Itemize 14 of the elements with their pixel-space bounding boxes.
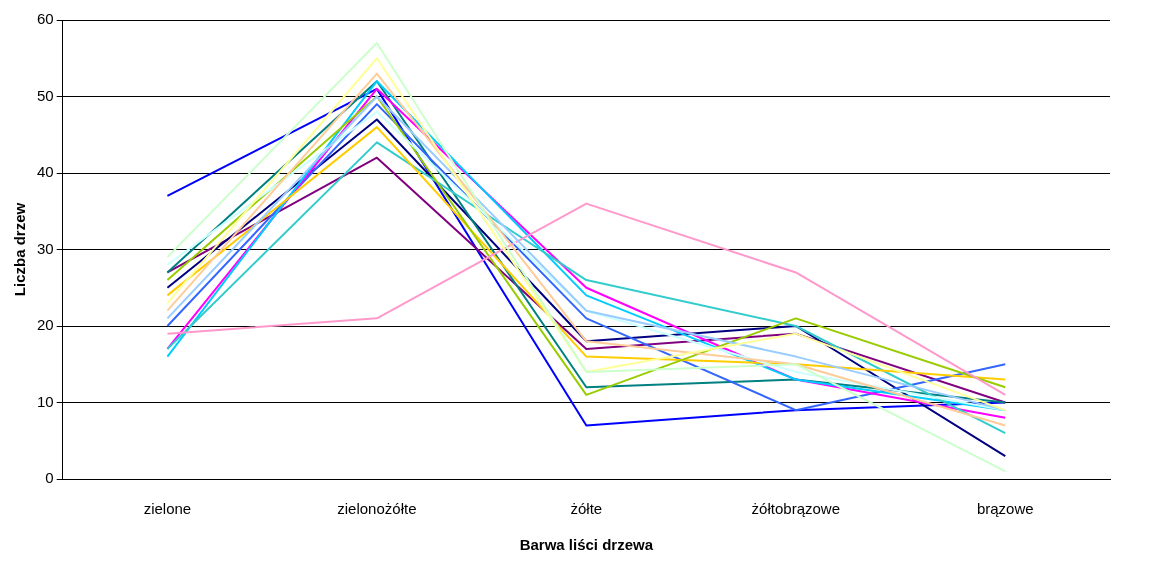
y-tick-label: 60 (37, 10, 54, 28)
x-axis-title: Barwa liści drzewa (519, 536, 654, 554)
y-tick-label: 10 (37, 392, 54, 410)
x-tick-label: zielone (143, 500, 192, 518)
x-tick-label: żółtobrązowe (751, 500, 840, 518)
x-tick-label: brązowe (976, 500, 1034, 518)
y-axis-title: Liczba drzew (11, 202, 29, 297)
y-tick-label: 20 (37, 316, 54, 334)
y-tick-label: 30 (37, 239, 54, 257)
y-tick-label: 0 (45, 469, 54, 487)
y-tick-label: 50 (37, 86, 54, 104)
x-tick-label: zielonożółte (337, 500, 417, 518)
y-tick-label: 40 (37, 163, 54, 181)
x-tick-label: żółte (570, 500, 603, 518)
